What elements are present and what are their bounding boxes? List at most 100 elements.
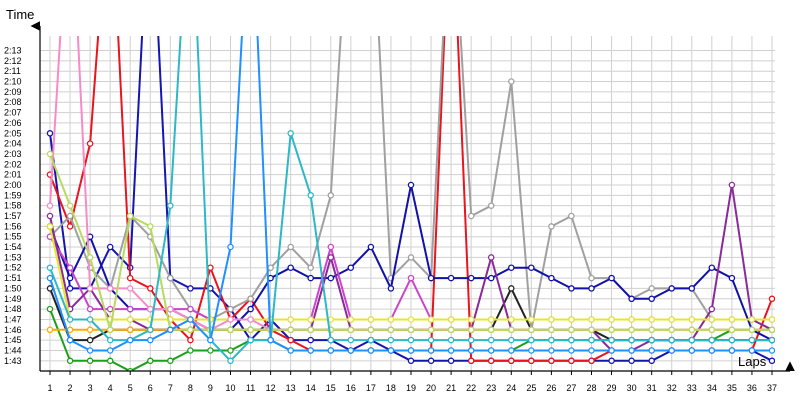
x-tick-label: 5 <box>128 383 133 393</box>
x-tick-label: 36 <box>747 383 757 393</box>
data-point <box>187 285 194 292</box>
data-point <box>46 326 54 334</box>
data-point <box>708 347 716 354</box>
x-tick-label: 6 <box>148 383 153 393</box>
data-point <box>327 243 335 251</box>
data-point <box>66 212 74 220</box>
data-point <box>367 326 375 334</box>
x-tick-label: 2 <box>68 383 73 393</box>
y-tick-label: 2:08 <box>4 97 22 107</box>
data-point <box>768 295 775 303</box>
data-point <box>728 336 736 344</box>
data-point <box>147 305 154 313</box>
data-point <box>347 336 355 344</box>
data-point <box>247 316 254 323</box>
data-point <box>568 357 575 365</box>
data-point <box>287 264 294 271</box>
y-tick-label: 2:03 <box>4 149 22 159</box>
data-point <box>447 326 455 334</box>
data-point <box>347 347 355 354</box>
data-point <box>187 305 194 313</box>
x-tick-label: 8 <box>188 383 193 393</box>
data-point <box>327 192 335 199</box>
data-point <box>46 202 54 209</box>
data-point <box>287 336 294 344</box>
y-tick-label: 2:05 <box>4 128 22 138</box>
data-point <box>628 295 635 303</box>
data-point <box>668 347 675 354</box>
x-tick-label: 27 <box>566 383 576 393</box>
x-tick-label: 3 <box>88 383 93 393</box>
data-point <box>568 285 575 292</box>
data-point <box>467 326 475 334</box>
data-point <box>508 347 515 354</box>
y-tick-label: 1:50 <box>4 283 22 293</box>
data-point <box>387 285 395 292</box>
data-point <box>307 326 314 334</box>
x-tick-label: 7 <box>168 383 173 393</box>
data-point <box>487 274 495 282</box>
data-point <box>307 336 314 344</box>
data-point <box>66 202 74 209</box>
data-point <box>427 347 435 354</box>
x-tick-label: 33 <box>687 383 697 393</box>
data-point <box>167 202 174 209</box>
data-point <box>628 347 635 354</box>
data-point <box>668 336 675 344</box>
data-point <box>287 347 294 354</box>
data-point <box>387 347 395 354</box>
data-point <box>548 347 555 354</box>
data-point <box>708 305 716 313</box>
data-point <box>126 316 134 323</box>
y-tick-label: 2:02 <box>4 159 22 169</box>
data-point <box>347 326 355 334</box>
y-tick-label: 2:01 <box>4 170 22 180</box>
data-point <box>86 326 94 334</box>
x-tick-label: 12 <box>266 383 276 393</box>
data-point <box>548 274 555 282</box>
data-point <box>768 336 775 344</box>
y-tick-label: 1:53 <box>4 252 22 262</box>
data-point <box>147 223 154 230</box>
x-tick-label: 4 <box>108 383 113 393</box>
data-point <box>407 336 415 344</box>
x-tick-label: 24 <box>506 383 516 393</box>
data-point <box>668 326 675 334</box>
data-point <box>628 316 635 323</box>
data-point <box>367 347 375 354</box>
data-point <box>187 336 194 344</box>
y-tick-label: 1:47 <box>4 314 22 324</box>
data-point <box>568 336 575 344</box>
data-point <box>86 357 94 365</box>
data-point <box>106 243 114 251</box>
x-tick-label: 19 <box>406 383 416 393</box>
data-point <box>126 305 134 313</box>
data-point <box>247 336 254 344</box>
series-group <box>46 36 775 371</box>
data-point <box>307 316 314 323</box>
data-point <box>487 316 495 323</box>
data-point <box>347 264 355 271</box>
y-tick-label: 2:10 <box>4 77 22 87</box>
data-point <box>106 285 114 292</box>
data-point <box>367 243 375 251</box>
data-point <box>467 274 475 282</box>
data-point <box>608 336 615 344</box>
data-point <box>648 285 655 292</box>
data-point <box>728 326 736 334</box>
y-tick-label: 1:49 <box>4 294 22 304</box>
data-point <box>528 357 535 365</box>
data-point <box>287 243 294 251</box>
data-point <box>407 347 415 354</box>
data-point <box>628 326 635 334</box>
data-point <box>147 357 154 365</box>
data-point <box>427 326 435 334</box>
data-point <box>187 347 194 354</box>
data-point <box>608 326 615 334</box>
data-point <box>46 305 54 313</box>
data-point <box>187 326 194 334</box>
data-point <box>668 316 675 323</box>
data-point <box>427 357 435 365</box>
data-point <box>66 336 74 344</box>
data-point <box>768 316 775 323</box>
